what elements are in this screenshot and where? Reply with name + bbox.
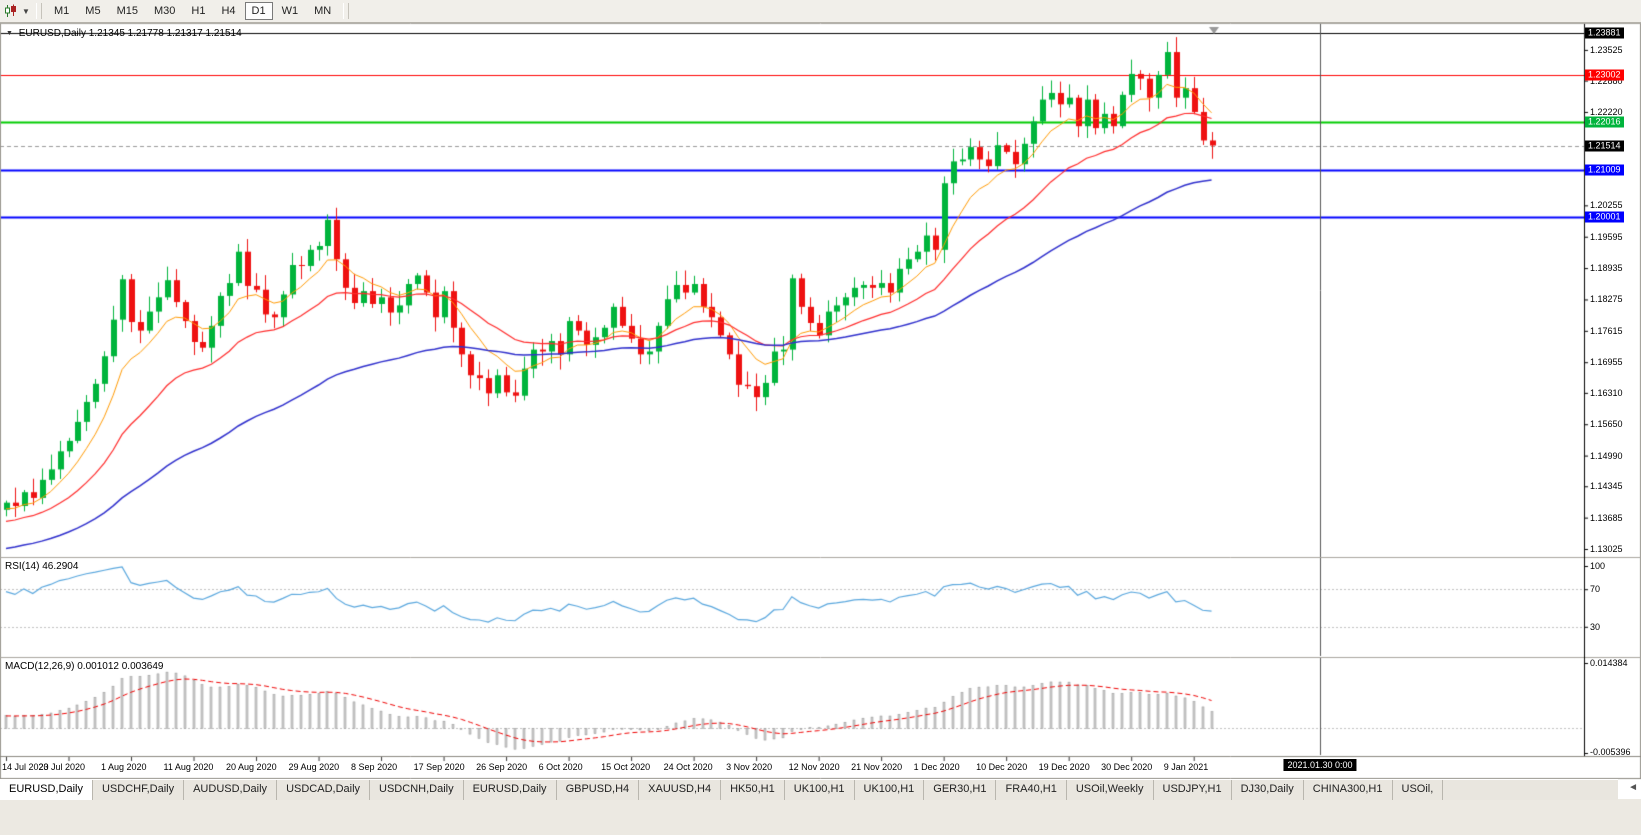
chart-marker-icon: ▼ (6, 30, 13, 37)
rsi-axis-label: 70 (1590, 584, 1601, 594)
rsi-axis-label: 30 (1590, 622, 1601, 632)
chart-tab-xauusd-h4[interactable]: XAUUSD,H4 (639, 780, 722, 800)
timeframe-button-d1[interactable]: D1 (244, 2, 273, 20)
chart-tab-eurusd-daily[interactable]: EURUSD,Daily (464, 780, 557, 800)
date-axis-label: 20 Aug 2020 (226, 762, 277, 772)
date-axis-label: 12 Nov 2020 (788, 762, 840, 772)
price-axis-label: 1.19595 (1590, 231, 1623, 242)
timeframe-button-w1[interactable]: W1 (281, 5, 299, 17)
toolbar-separator (343, 3, 350, 19)
toolbar-separator (36, 3, 42, 19)
date-axis-label: 11 Aug 2020 (163, 762, 214, 772)
chart-tab-hk50-h1[interactable]: HK50,H1 (721, 780, 785, 800)
chart-tab-usdchf-daily[interactable]: USDCHF,Daily (93, 780, 185, 800)
chart-tab-usdjpy-h1[interactable]: USDJPY,H1 (1154, 780, 1232, 800)
price-line-label[interactable]: 1.21009 (1585, 164, 1624, 175)
timeframe-buttons: M1 M5 M15 M30 H1 H4 D1 W1 MN (46, 2, 339, 20)
price-line-label[interactable]: 1.21514 (1585, 140, 1624, 151)
date-axis-label: 24 Oct 2020 (663, 762, 713, 772)
rsi-pane-header: RSI(14) 46.2904 (5, 561, 79, 572)
chart-symbol-period: EURUSD,Daily (18, 28, 86, 39)
price-axis-label: 1.14345 (1590, 481, 1623, 492)
timeframe-button-h1[interactable]: H1 (191, 5, 206, 17)
price-axis-label: 1.23525 (1590, 44, 1623, 55)
chart-tabs-bar: EURUSD,Daily USDCHF,Daily AUDUSD,Daily USDC… (0, 779, 1618, 800)
chart-tab-ger30-h1[interactable]: GER30,H1 (924, 780, 997, 800)
chart-tab-usoil-weekly[interactable]: USOil,Weekly (1067, 780, 1154, 800)
price-axis-label: 1.16955 (1590, 357, 1623, 368)
chart-dropdown-icon[interactable]: ▼ (22, 6, 30, 16)
chart-header: ▼ EURUSD,Daily 1.21345 1.21778 1.21317 1… (6, 28, 242, 39)
price-axis-label: 1.18275 (1590, 294, 1623, 305)
date-axis-label: 15 Oct 2020 (601, 762, 651, 772)
date-axis-label: 9 Jan 2021 (1163, 762, 1209, 772)
price-axis-label: 1.15650 (1590, 419, 1623, 430)
price-axis-label: 1.22880 (1590, 75, 1623, 86)
chart-tab-gbpusd-h4[interactable]: GBPUSD,H4 (557, 780, 640, 800)
date-axis-label: 17 Sep 2020 (413, 762, 465, 772)
price-axis-label: 1.17615 (1590, 325, 1623, 336)
timeframe-button-m30[interactable]: M30 (153, 5, 176, 17)
date-axis-label: 14 Jul 2020 (2, 762, 49, 772)
status-bar (0, 799, 1641, 835)
date-axis-label: 10 Dec 2020 (976, 762, 1028, 772)
price-axis-label: 1.13025 (1590, 544, 1623, 554)
date-axis-label: 23 Jul 2020 (38, 762, 86, 772)
price-axis-label: 1.16310 (1590, 387, 1623, 398)
date-axis-label: 19 Dec 2020 (1038, 762, 1090, 772)
chart-tab-fra40-h1[interactable]: FRA40,H1 (996, 780, 1067, 800)
toolbar: ▼ M1 M5 M15 M30 H1 H4 D1 W1 MN (0, 0, 1641, 23)
timeframe-button-m15[interactable]: M15 (116, 5, 138, 17)
chart-tab-usoil-[interactable]: USOil, (1393, 780, 1444, 800)
rsi-axis-label: 100 (1590, 561, 1606, 571)
chart-tab-eurusd-daily[interactable]: EURUSD,Daily (0, 780, 93, 800)
date-axis-label: 6 Oct 2020 (538, 762, 583, 772)
date-axis-label: 3 Nov 2020 (726, 762, 773, 772)
macd-pane-header: MACD(12,26,9) 0.001012 0.003649 (5, 661, 164, 672)
price-line-label[interactable]: 1.20001 (1585, 211, 1624, 223)
chart-tab-uk100-h1[interactable]: UK100,H1 (855, 780, 925, 800)
price-axis-label: 1.13685 (1590, 512, 1623, 523)
vline-time-label[interactable]: 2021.01.30 0:00 (1283, 759, 1357, 771)
timeframe-button-mn[interactable]: MN (314, 5, 332, 17)
chart-tab-usdcad-daily[interactable]: USDCAD,Daily (277, 780, 371, 800)
candlestick-icon (5, 4, 16, 17)
price-axis-label: 1.20255 (1590, 200, 1623, 211)
chart-type-icon[interactable] (2, 2, 20, 20)
chart-ohlc-values: 1.21345 1.21778 1.21317 1.21514 (88, 28, 242, 39)
tab-scroll-left-icon[interactable]: ◄ (1628, 782, 1638, 793)
macd-axis-label: -0.005396 (1590, 747, 1631, 757)
chart-tab-audusd-daily[interactable]: AUDUSD,Daily (184, 780, 278, 800)
chart-tab-dj30-daily[interactable]: DJ30,Daily (1232, 780, 1304, 800)
chart-tab-china300-h1[interactable]: CHINA300,H1 (1304, 780, 1393, 800)
date-axis-label: 30 Dec 2020 (1101, 762, 1153, 772)
price-line-label[interactable]: 1.23002 (1585, 69, 1624, 81)
timeframe-button-m5[interactable]: M5 (85, 5, 101, 17)
date-axis-label: 1 Dec 2020 (913, 762, 960, 772)
timeframe-button-h4[interactable]: H4 (221, 5, 236, 17)
price-line-label[interactable]: 1.22016 (1585, 116, 1624, 128)
date-axis-label: 21 Nov 2020 (851, 762, 903, 772)
price-axis-label: 1.14990 (1590, 450, 1623, 461)
timeframe-button-m1[interactable]: M1 (54, 5, 70, 17)
price-axis-label: 1.22220 (1590, 106, 1623, 117)
date-axis-label: 1 Aug 2020 (101, 762, 147, 772)
chart-tab-uk100-h1[interactable]: UK100,H1 (785, 780, 855, 800)
price-line-label[interactable]: 1.23881 (1585, 27, 1624, 39)
date-axis-label: 8 Sep 2020 (351, 762, 398, 772)
date-axis-label: 29 Aug 2020 (288, 762, 340, 772)
chart-tab-usdcnh-daily[interactable]: USDCNH,Daily (370, 780, 464, 800)
macd-axis-label: 0.014384 (1590, 658, 1628, 668)
date-axis-label: 26 Sep 2020 (476, 762, 528, 772)
price-axis-label: 1.18935 (1590, 263, 1623, 274)
